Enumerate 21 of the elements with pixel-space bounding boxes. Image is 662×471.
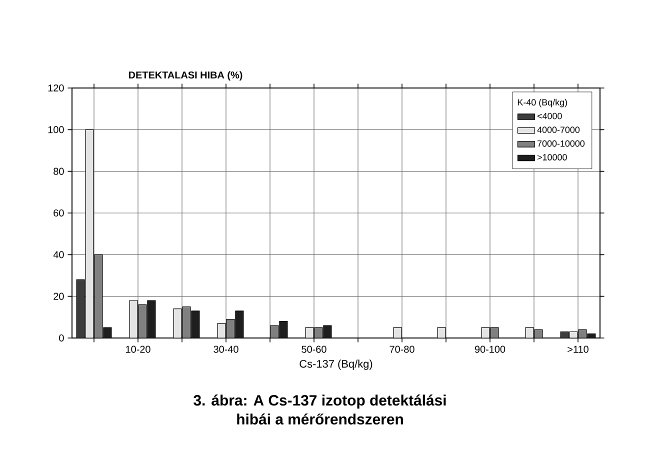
x-tick-label: >110 (568, 346, 588, 353)
x-tick-label: 90-100 (474, 346, 506, 353)
legend-title: K-40 (Bq/kg) (518, 98, 567, 108)
legend-label: <4000 (537, 112, 562, 120)
x-tick-label: 70-80 (390, 346, 414, 353)
legend-label: 7000-10000 (538, 140, 585, 147)
y-tick-label: 60 (54, 209, 64, 217)
y-tick-label: 100 (48, 126, 64, 134)
text: 3. ábra: A Cs-137 izotop detektálási hibái a mérőrendszeren (194, 394, 446, 425)
y-tick-label: 120 (48, 84, 64, 92)
legend-label: 4000-7000 (537, 126, 580, 133)
y-tick-label: 20 (54, 292, 64, 300)
x-tick-label: 10-20 (126, 346, 150, 353)
y-tick-label: 80 (54, 168, 64, 175)
x-tick-label: 30-40 (214, 346, 238, 353)
legend-label: >10000 (537, 154, 567, 160)
y-tick-label: 40 (53, 251, 64, 258)
y-tick-label: 0 (59, 334, 64, 342)
y-axis-title: DETEKTALASI HIBA (%) (128, 71, 242, 80)
x-tick-label: 50-60 (302, 346, 326, 353)
x-axis-title: Cs-137 (Bq/kg) (300, 360, 372, 370)
